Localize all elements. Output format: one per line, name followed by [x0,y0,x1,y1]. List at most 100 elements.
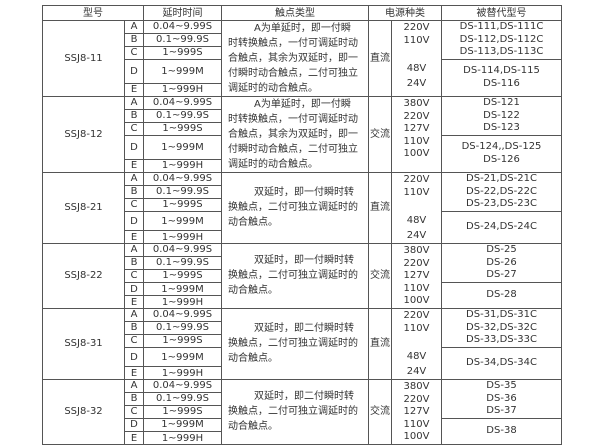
delay-range: 0.04~9.99S [143,172,222,186]
voltage-cell: 220V 110V 48V 24V [391,172,442,244]
variant-letter: A [124,307,144,322]
delay-range: 0.04~9.99S [143,307,222,322]
delay-range: 0.1~99.9S [143,32,222,47]
delay-range: 0.04~9.99S [143,378,222,393]
replacement-model: DS-111,DS-111C [459,21,544,32]
delay-range: 1~999M [143,346,222,368]
replacement-cell: DS-111,DS-111C DS-112,DS-112C DS-113,DS-11… [441,20,562,60]
voltage-value: 380V [403,98,430,109]
variant-letter: E [124,295,144,309]
replacement-model: DS-25 [486,243,517,255]
replacement-model: DS-35 [486,379,517,391]
delay-range: 0.04~9.99S [143,242,222,257]
contact-type-text: A为单延时，即一付瞬时转换触点，一付可调延时动合触点，其余为双延时，即一付瞬时动… [228,23,358,94]
replacement-cell: DS-28 [441,281,562,309]
voltage-cell: 380V 220V 127V 110V 100V [391,242,442,309]
contact-type-cell: 双延时，即一付瞬时转换触点，二付可独立调延时的动合触点。 [221,242,369,309]
delay-range: 1~999M [143,210,222,232]
delay-range: 1~999M [143,134,222,160]
delay-range: 1~999S [143,268,222,283]
model-cell: SSJ8-11 [42,20,125,97]
header-model: 型号 [42,5,144,21]
table-row: SSJ8-21 A 0.04~9.99S 双延时，即一付瞬时转换触点，二付可独立调延时… [42,172,562,244]
variant-letter: C [124,268,144,283]
delay-range: 0.1~99.9S [143,184,222,199]
replacement-cell: DS-21,DS-21C DS-22,DS-22C DS-23,DS-23C [441,172,562,212]
voltage-value: 380V [403,244,430,256]
voltage-value: 110V [403,135,430,147]
voltage-cell: 220V 110V 48V 24V [391,307,442,380]
table-row: C 1~999S [43,197,562,212]
delay-range: 1~999H [143,431,222,445]
variant-letter: D [124,281,144,297]
delay-range: 1~999M [143,281,222,297]
voltage-value: 220V [403,110,430,122]
voltage-value: 110V [403,34,430,46]
header-delay: 延时时间 [143,5,222,21]
voltage-value: 48V [406,214,427,226]
replacement-model: DS-32,DS-32C [466,321,537,333]
header-row: 型号 延时时间 触点类型 电源种类 被替代型号 [42,5,562,21]
contact-type-cell: 双延时，即二付瞬时转换触点，二付可独立调延时的动合触点。 [221,378,369,445]
variant-letter: E [124,230,144,244]
power-type: 直流 [368,307,392,380]
voltage-value: 24V [406,78,427,90]
delay-range: 1~999H [143,82,222,98]
voltage-value: 110V [403,282,430,294]
voltage-value: 127V [403,123,430,135]
table-row: E 1~999H [43,295,562,309]
header-contact: 触点类型 [221,5,369,21]
delay-range: 1~999S [143,121,222,136]
model-cell: SSJ8-21 [42,172,125,244]
contact-type-text: 双延时，即一付瞬时转换触点，二付可独立调延时的动合触点。 [228,255,358,297]
delay-range: 1~999S [143,45,222,60]
table-row: C 1~999S [43,45,562,60]
delay-range: 0.04~9.99S [143,20,222,34]
variant-letter: A [124,20,144,34]
variant-letter: B [124,391,144,406]
variant-letter: C [124,197,144,212]
voltage-value: 100V [403,431,430,443]
variant-letter: D [124,417,144,433]
voltage-value: 220V [403,22,430,33]
model-cell: SSJ8-31 [42,307,125,380]
replacement-model: DS-112,DS-112C [459,33,544,45]
model-cell: SSJ8-12 [42,96,125,173]
replacement-cell: DS-25 DS-26 DS-27 [441,242,562,283]
replacement-model: DS-36 [486,392,517,404]
voltage-cell: 380V 220V 127V 110V 100V [391,96,442,173]
table-row: C 1~999S [43,333,562,348]
voltage-value: 127V [403,406,430,418]
contact-type-cell: A为单延时，即一付瞬时转换触点，一付可调延时动合触点，其余为双延时，即一付瞬时动… [221,96,369,173]
replacement-cell: DS-124,,DS-125 DS-126 [441,134,562,174]
replacement-model: DS-34,DS-34C [466,357,537,369]
replacement-model: DS-26 [486,256,517,268]
variant-letter: B [124,108,144,123]
replacement-model: DS-23,DS-23C [466,198,537,210]
replacement-cell: DS-24,DS-24C [441,210,562,244]
voltage-value: 24V [406,366,427,378]
variant-letter: C [124,121,144,136]
replacement-cell: DS-114,DS-115 DS-116 [441,58,562,98]
voltage-value: 127V [403,270,430,282]
voltage-value: 110V [403,186,430,198]
voltage-value: 220V [403,257,430,269]
spec-table: 型号 延时时间 触点类型 电源种类 被替代型号 SSJ8-11 A 0.04~9.9… [42,5,562,445]
variant-letter: D [124,210,144,232]
delay-range: 1~999M [143,58,222,84]
contact-type-cell: 双延时，即二付瞬时转换触点，二付可独立调延时的动合触点。 [221,307,369,380]
table-row: SSJ8-11 A 0.04~9.99S A为单延时，即一付瞬时转换触点，一付可调延时… [42,20,562,97]
voltage-value: 220V [403,393,430,405]
voltage-value: 110V [403,322,430,334]
voltage-value: 380V [403,380,430,392]
power-type: 交流 [368,378,392,445]
variant-letter: A [124,242,144,257]
spacer [393,199,441,212]
voltage-value: 100V [403,148,430,160]
replacement-cell: DS-38 [441,417,562,445]
variant-letter: B [124,320,144,335]
delay-range: 0.1~99.9S [143,108,222,123]
replacement-model: DS-21,DS-21C [466,173,537,184]
replacement-cell: DS-31,DS-31C DS-32,DS-32C DS-33,DS-33C [441,307,562,348]
power-type: 直流 [368,172,392,244]
